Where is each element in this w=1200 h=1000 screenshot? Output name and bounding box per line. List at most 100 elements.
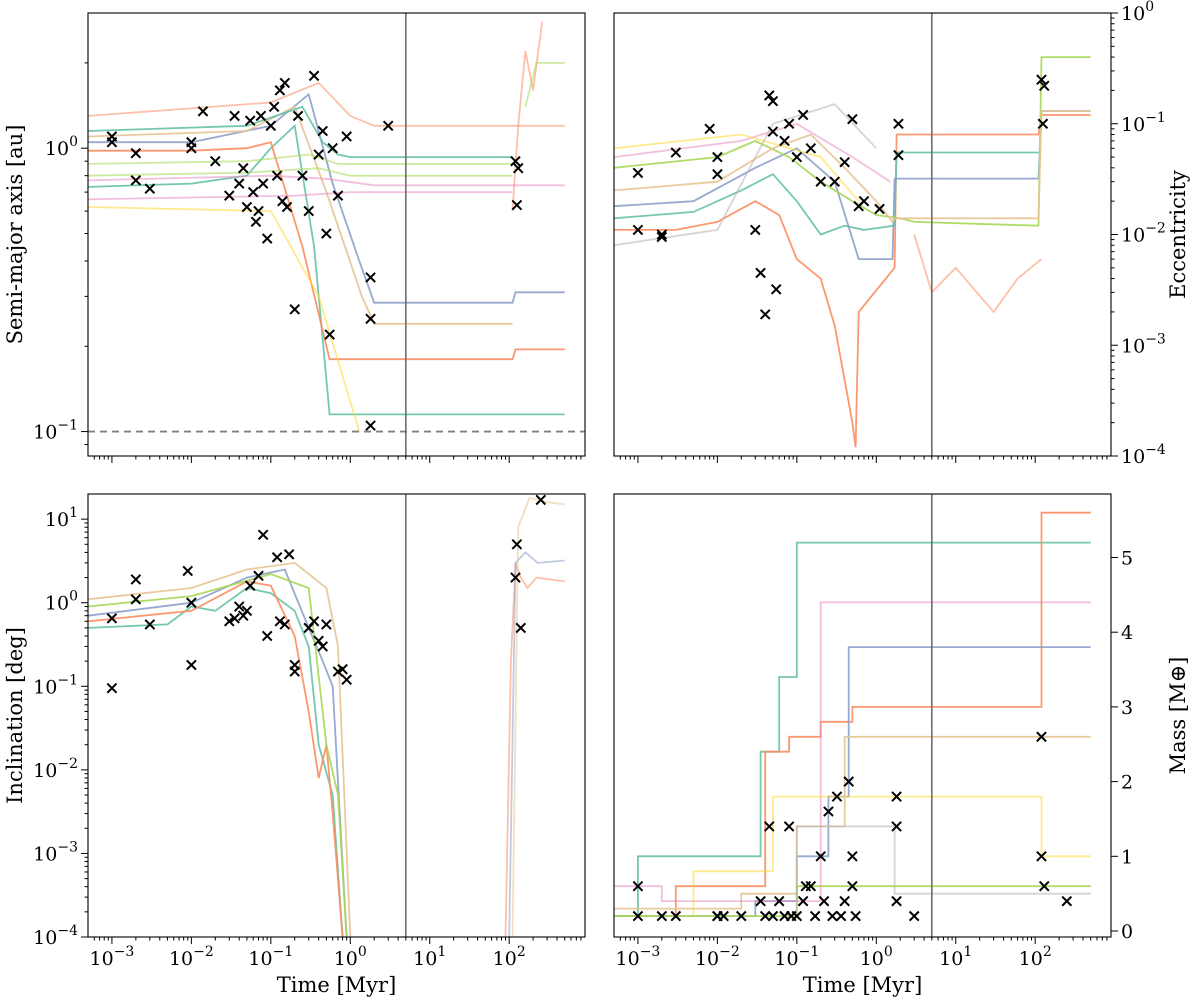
- marker-cross-37: [327, 142, 338, 154]
- y-tick-label: 101: [45, 505, 78, 531]
- marker-cross-34: [535, 494, 547, 506]
- marker-cross-19: [257, 178, 269, 189]
- marker-cross-32: [511, 539, 523, 550]
- marker-cross-22: [289, 666, 301, 677]
- marker-cross-18: [274, 615, 286, 627]
- marker-cross-25: [858, 195, 870, 207]
- series-line-7: [88, 167, 513, 177]
- x-tick-label: 100: [860, 944, 893, 970]
- marker-cross-9: [229, 613, 240, 624]
- x-tick-label: 101: [939, 944, 972, 970]
- marker-cross-30: [297, 170, 308, 181]
- marker-cross-22: [268, 101, 280, 113]
- series-line-2: [88, 568, 348, 937]
- marker-cross-24: [274, 85, 286, 96]
- marker-cross-10: [229, 110, 240, 122]
- marker-cross-16: [250, 216, 262, 228]
- marker-cross-5: [182, 565, 194, 577]
- marker-cross-4: [144, 619, 156, 630]
- marker-cross-2: [656, 910, 668, 922]
- series-line-3: [88, 561, 352, 937]
- marker-cross-14: [244, 115, 256, 127]
- marker-cross-21: [265, 120, 277, 132]
- marker-cross-23: [847, 113, 858, 125]
- marker-cross-10: [763, 821, 775, 832]
- y-tick-label: 100: [45, 589, 78, 615]
- marker-cross-0: [106, 613, 118, 624]
- marker-cross-22: [839, 156, 850, 168]
- marker-cross-34: [891, 895, 902, 907]
- marker-cross-5: [704, 123, 715, 135]
- marker-cross-23: [271, 170, 283, 181]
- series-line-1: [88, 141, 565, 361]
- marker-cross-29: [337, 663, 348, 675]
- y-tick-label: 10−1: [33, 672, 78, 698]
- marker-cross-15: [247, 186, 259, 198]
- series-line-7: [511, 496, 565, 937]
- marker-cross-6: [718, 910, 729, 922]
- marker-cross-7: [197, 105, 209, 117]
- y-tick-label: 10−3: [33, 839, 78, 865]
- marker-cross-14: [253, 570, 264, 582]
- marker-cross-3: [670, 910, 682, 922]
- marker-cross-10: [759, 309, 771, 320]
- marker-cross-8: [755, 895, 766, 907]
- series-line-0: [88, 587, 344, 937]
- series-line-5: [88, 81, 565, 127]
- marker-cross-36: [324, 329, 335, 340]
- y-tick-label: 5: [1121, 547, 1133, 569]
- series-line-5: [614, 601, 1091, 902]
- y-axis-label: Semi-major axis [au]: [3, 125, 27, 345]
- y-tick-label: 100: [45, 134, 78, 160]
- axes-frame: [613, 493, 1112, 938]
- marker-cross-0: [632, 167, 644, 179]
- series-line-2: [614, 646, 1091, 917]
- marker-cross-34: [317, 125, 329, 137]
- marker-cross-16: [261, 630, 273, 642]
- marker-cross-25: [313, 635, 324, 647]
- marker-cross-26: [317, 641, 329, 652]
- x-tick-label: 10−3: [90, 944, 135, 970]
- marker-cross-1: [106, 131, 118, 142]
- series-line-6: [508, 551, 565, 937]
- marker-cross-6: [712, 151, 723, 163]
- marker-cross-3: [656, 231, 668, 243]
- plot-area: [614, 494, 1091, 937]
- x-tick-label: 102: [1019, 944, 1052, 970]
- y-tick-label: 3: [1121, 697, 1133, 719]
- marker-cross-30: [847, 880, 858, 892]
- series-line-4: [88, 573, 348, 937]
- marker-cross-27: [839, 895, 850, 907]
- marker-cross-32: [891, 791, 902, 802]
- series-line-5: [614, 122, 891, 183]
- marker-cross-18: [255, 110, 267, 122]
- marker-cross-2: [130, 147, 142, 159]
- marker-cross-8: [749, 224, 761, 236]
- y-axis-label: Eccentricity: [1166, 170, 1190, 299]
- marker-cross-27: [281, 201, 293, 213]
- marker-cross-39: [341, 131, 352, 142]
- marker-cross-17: [271, 551, 283, 563]
- marker-cross-26: [874, 203, 885, 215]
- series-line-5: [504, 562, 565, 937]
- y-tick-label: 100: [1121, 0, 1154, 25]
- series-line-0: [614, 541, 1091, 917]
- marker-cross-35: [908, 910, 920, 922]
- x-axis-label: Time [Myr]: [277, 973, 397, 997]
- marker-cross-38: [1038, 880, 1050, 892]
- marker-cross-1: [106, 682, 118, 694]
- series-line-1: [614, 151, 1039, 236]
- marker-cross-13: [244, 580, 256, 591]
- marker-cross-30: [341, 674, 352, 685]
- marker-cross-28: [289, 304, 301, 315]
- plot-area: [88, 494, 565, 937]
- marker-cross-27: [321, 619, 332, 630]
- plot-area: [614, 13, 1091, 456]
- marker-cross-33: [313, 149, 324, 160]
- marker-cross-1: [632, 224, 644, 236]
- marker-cross-37: [1036, 851, 1047, 862]
- marker-cross-17: [253, 205, 264, 217]
- marker-cross-24: [827, 910, 838, 922]
- panel-eccentricity: 100 10−1 10−2 10−3 10−4 Eccentricity: [613, 0, 1190, 468]
- marker-cross-12: [237, 162, 249, 174]
